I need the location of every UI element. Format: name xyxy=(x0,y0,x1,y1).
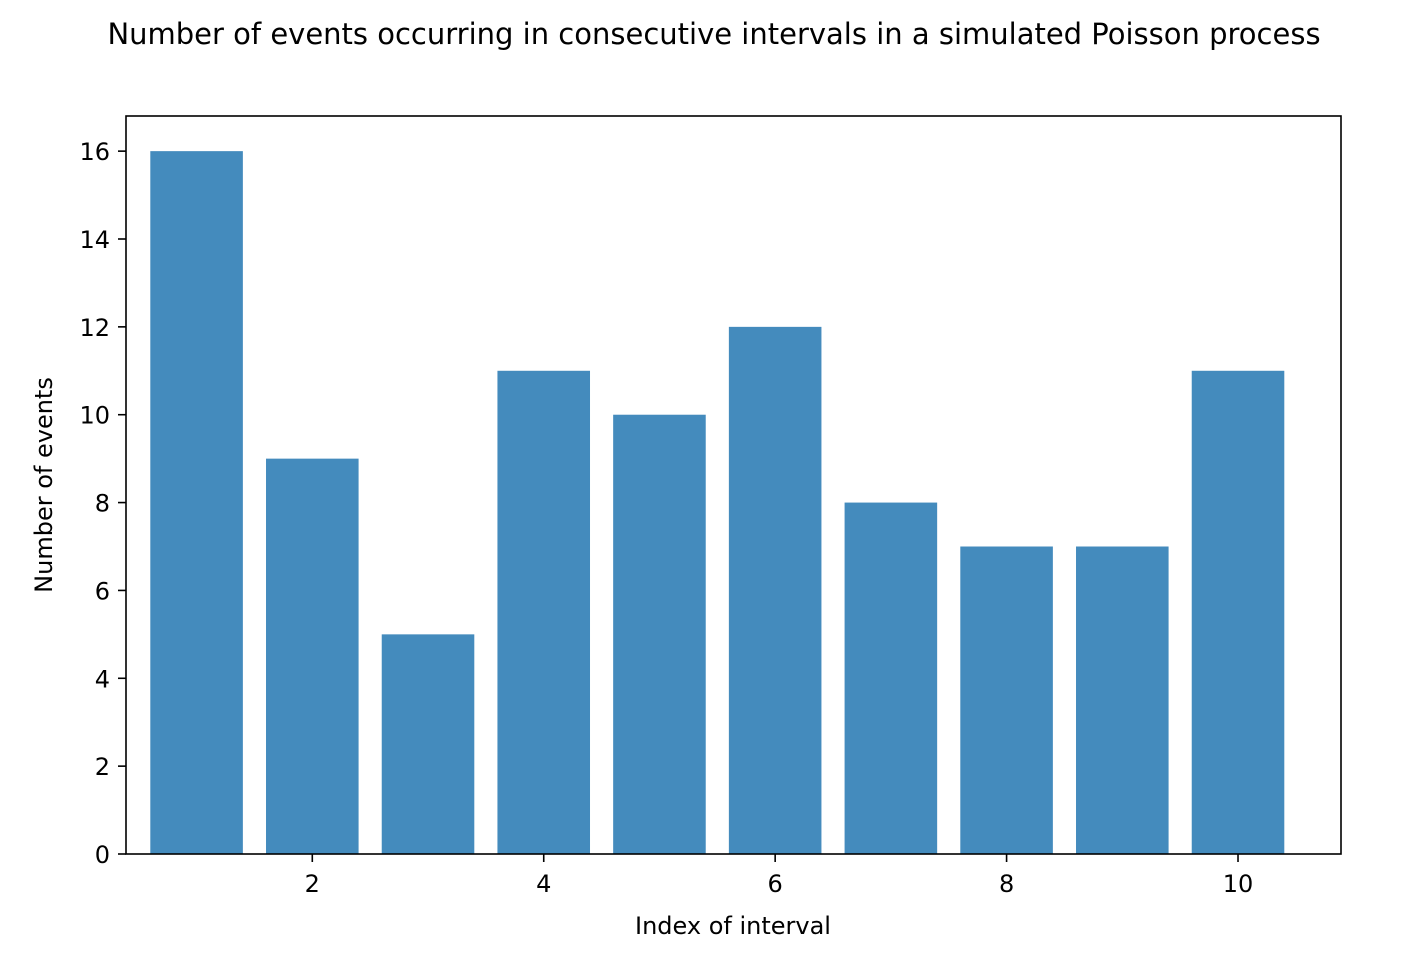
bar-interval-3 xyxy=(381,634,475,854)
x-tick-label: 8 xyxy=(999,870,1014,898)
y-tick-label: 0 xyxy=(95,841,110,869)
x-tick-label: 4 xyxy=(536,870,551,898)
y-tick-label: 2 xyxy=(95,753,110,781)
y-tick-label: 14 xyxy=(79,226,110,254)
x-axis-label: Index of interval xyxy=(635,912,831,940)
y-tick-label: 4 xyxy=(95,665,110,693)
y-tick-label: 12 xyxy=(79,314,110,342)
y-axis: 0 2 4 6 8 10 12 14 16 xyxy=(79,138,126,869)
bar-interval-10 xyxy=(1191,370,1285,854)
y-tick-label: 10 xyxy=(79,402,110,430)
y-tick-label: 8 xyxy=(95,490,110,518)
x-tick-label: 6 xyxy=(768,870,783,898)
chart-title: Number of events occurring in consecutiv… xyxy=(107,17,1320,51)
y-axis-label: Number of events xyxy=(30,377,58,593)
y-tick-label: 6 xyxy=(95,577,110,605)
x-tick-label: 10 xyxy=(1223,870,1254,898)
bar-interval-5 xyxy=(613,414,706,854)
bar-interval-2 xyxy=(266,458,359,854)
bar-interval-6 xyxy=(728,326,822,854)
bar-interval-8 xyxy=(960,546,1053,854)
plot-frame xyxy=(125,115,1342,855)
bar-interval-7 xyxy=(844,502,938,854)
bar-interval-9 xyxy=(1076,546,1169,854)
bar-interval-1 xyxy=(150,151,243,855)
x-tick-label: 2 xyxy=(305,870,320,898)
x-axis: 2 4 6 8 10 xyxy=(305,854,1254,898)
y-tick-label: 16 xyxy=(79,138,110,166)
bars-group xyxy=(150,151,1285,855)
bar-interval-4 xyxy=(497,370,591,854)
